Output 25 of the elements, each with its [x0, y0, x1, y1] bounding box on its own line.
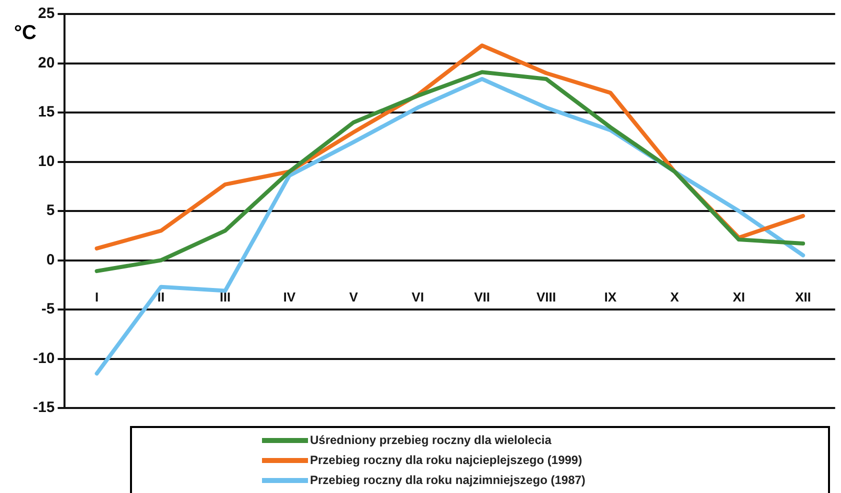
legend-label: Przebieg roczny dla roku najcieplejszego (1999)	[310, 453, 582, 467]
y-tick-label: -15	[32, 399, 55, 416]
x-tick-label: X	[670, 290, 680, 305]
x-tick-label: II	[157, 290, 165, 305]
y-tick-label: 0	[46, 251, 55, 268]
y-tick-label: 10	[38, 152, 55, 170]
y-tick-label: 5	[46, 202, 55, 220]
x-tick-label: IX	[604, 290, 617, 305]
x-tick-label: XII	[795, 290, 812, 305]
x-tick-label: VIII	[536, 290, 556, 305]
x-tick-label: V	[349, 290, 358, 305]
x-tick-label: XI	[732, 290, 745, 305]
y-tick-label: 20	[38, 54, 55, 72]
x-tick-label: IV	[283, 290, 296, 305]
y-tick-label: -5	[41, 300, 55, 318]
y-tick-label: -10	[32, 350, 55, 367]
y-tick-label: 15	[38, 104, 55, 121]
x-tick-label: I	[94, 290, 99, 305]
x-tick-label: VII	[474, 290, 490, 305]
legend-label: Uśredniony przebieg roczny dla wielolecia	[310, 433, 552, 447]
x-tick-label: III	[220, 290, 231, 305]
y-axis-title: °C	[14, 22, 36, 45]
x-tick-label: VI	[412, 290, 424, 305]
legend-label: Przebieg roczny dla roku najzimniejszego (1987)	[310, 473, 586, 487]
y-tick-label: 25	[38, 5, 55, 22]
